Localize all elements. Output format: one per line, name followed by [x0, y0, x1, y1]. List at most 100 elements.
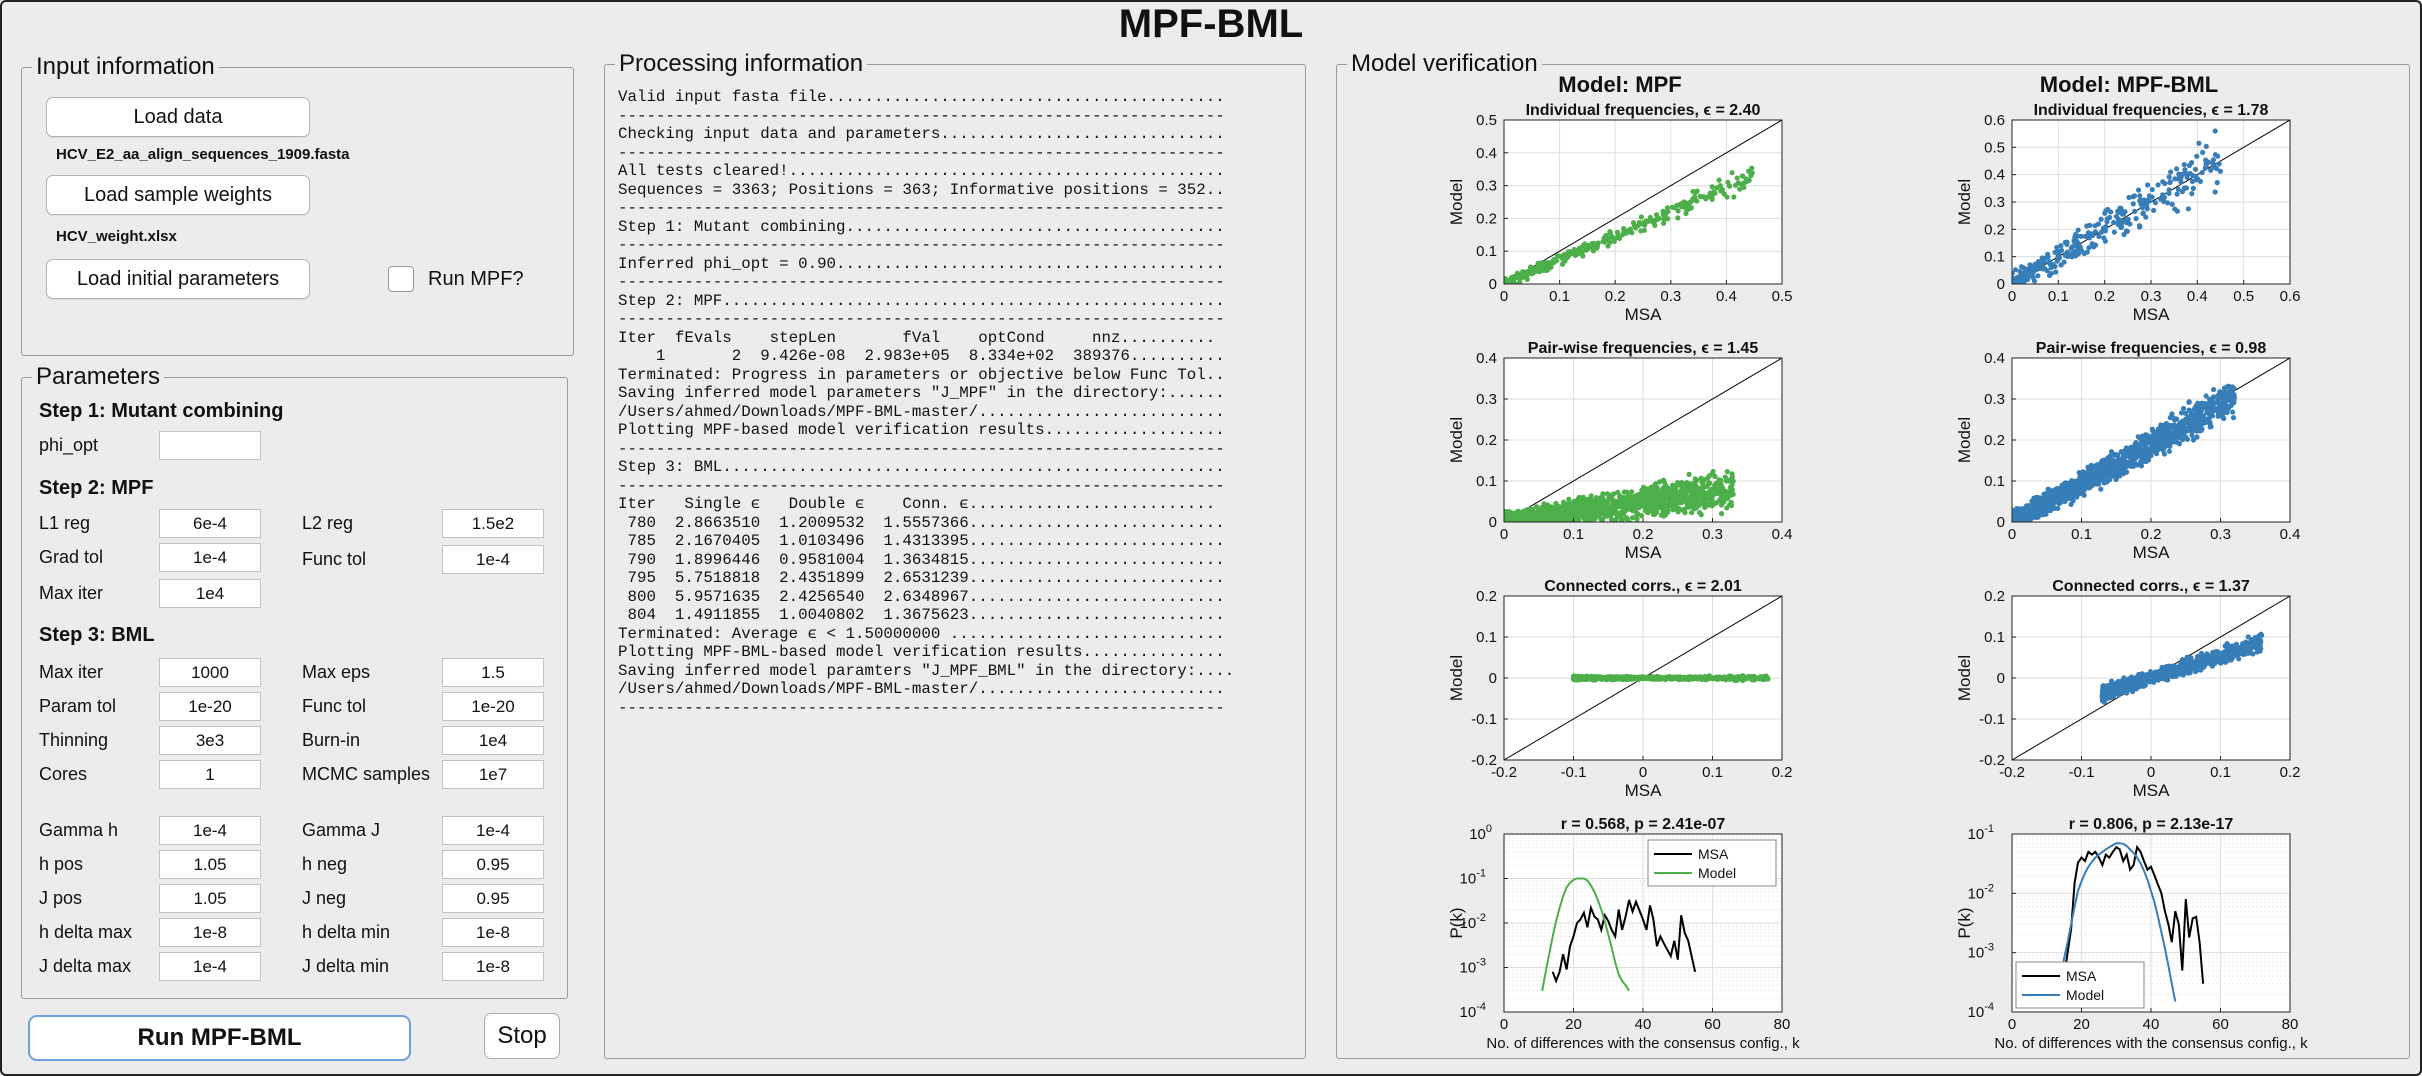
data-point — [1680, 676, 1687, 682]
data-point — [2174, 439, 2180, 445]
data-point — [1601, 498, 1607, 504]
data-point — [1663, 675, 1670, 681]
j-delta-max-field[interactable]: 1e-4 — [159, 952, 261, 981]
data-point — [2206, 411, 2212, 417]
x-tick-label: 0.2 — [1605, 288, 1626, 305]
y-tick-label: 0.1 — [1984, 249, 2005, 266]
h-delta-max-field[interactable]: 1e-8 — [159, 918, 261, 947]
data-point — [1624, 505, 1630, 511]
y-tick-label: 0.3 — [1984, 391, 2005, 408]
thinning-field[interactable]: 3e3 — [159, 726, 261, 755]
data-point — [2171, 415, 2177, 422]
cores-field[interactable]: 1 — [159, 760, 261, 789]
data-point — [2020, 523, 2025, 528]
max-iter-mpf-field[interactable]: 1e4 — [159, 579, 261, 608]
log-line: 790 1.8996446 0.9581004 1.3634815.......… — [618, 550, 1225, 569]
data-point — [1526, 526, 1531, 531]
max-eps-label: Max eps — [302, 662, 371, 682]
run-mpf-checkbox[interactable] — [388, 266, 414, 292]
data-point — [2167, 415, 2173, 421]
data-point — [1704, 496, 1711, 502]
func-tol-bml-field[interactable]: 1e-20 — [442, 692, 544, 721]
data-point — [1504, 509, 1508, 516]
phi-opt-field[interactable] — [159, 431, 261, 460]
data-point — [2144, 197, 2151, 203]
data-point — [2164, 200, 2171, 206]
log-line: Saving inferred model paramters "J_MPF_B… — [618, 661, 1235, 680]
stop-button[interactable]: Stop — [484, 1013, 560, 1059]
mcmc-samples-field[interactable]: 1e7 — [442, 760, 544, 789]
data-point — [2179, 189, 2186, 195]
j-pos-field[interactable]: 1.05 — [159, 884, 261, 913]
data-point — [1717, 497, 1723, 503]
data-point — [2134, 441, 2140, 447]
data-point — [2052, 493, 2058, 499]
data-point — [2023, 267, 2029, 273]
data-point — [1516, 522, 1521, 527]
data-point — [2173, 166, 2180, 172]
data-point — [1670, 482, 1676, 488]
data-point — [2154, 447, 2161, 453]
log-line: Iter Single ϵ Double ϵ Conn. ϵ..........… — [618, 495, 1216, 513]
log-line: Terminated: Progress in parameters or ob… — [618, 365, 1225, 384]
data-point — [1539, 505, 1545, 511]
data-point — [2174, 432, 2181, 438]
mcmc-samples-label: MCMC samples — [302, 764, 431, 784]
parameters-panel: Parameters Step 1: Mutant combining phi_… — [21, 363, 568, 999]
data-point — [2195, 411, 2201, 417]
gamma-h-field[interactable]: 1e-4 — [159, 816, 261, 845]
data-point — [2200, 149, 2206, 156]
data-point — [2012, 281, 2016, 284]
grad-tol-field[interactable]: 1e-4 — [159, 543, 261, 572]
data-point — [1508, 528, 1513, 533]
max-eps-field[interactable]: 1.5 — [442, 658, 544, 687]
h-neg-field[interactable]: 0.95 — [442, 850, 544, 879]
data-point — [1675, 208, 1681, 214]
data-point — [2087, 485, 2093, 491]
load-sample-weights-button[interactable]: Load sample weights — [46, 175, 310, 215]
h-delta-min-field[interactable]: 1e-8 — [442, 918, 544, 947]
data-point — [2160, 179, 2166, 185]
data-point — [2068, 487, 2074, 493]
gamma-j-field[interactable]: 1e-4 — [442, 816, 544, 845]
processing-panel: Processing information — [604, 50, 1306, 1059]
data-point — [1723, 478, 1729, 484]
data-point — [2131, 193, 2138, 199]
data-point — [2058, 498, 2064, 505]
data-point — [1506, 509, 1512, 515]
data-point — [2106, 459, 2113, 465]
data-point — [2210, 386, 2217, 393]
data-point — [2111, 219, 2117, 226]
data-point — [2224, 384, 2230, 390]
data-point — [1587, 495, 1593, 502]
j-neg-field[interactable]: 0.95 — [442, 884, 544, 913]
data-point — [2061, 259, 2067, 265]
max-iter-bml-field[interactable]: 1000 — [159, 658, 261, 687]
load-data-button[interactable]: Load data — [46, 97, 310, 137]
h-pos-field[interactable]: 1.05 — [159, 850, 261, 879]
data-point — [1746, 168, 1752, 174]
data-point — [2044, 268, 2050, 274]
load-initial-parameters-button[interactable]: Load initial parameters — [46, 259, 310, 299]
chart-title: Pair-wise frequencies, ϵ = 0.98 — [2036, 340, 2267, 357]
data-point — [1512, 526, 1517, 531]
data-point — [1574, 251, 1580, 258]
data-point — [1712, 473, 1718, 480]
run-mpf-bml-button[interactable]: Run MPF-BML — [28, 1015, 411, 1061]
data-point — [2174, 191, 2180, 197]
l2-reg-field[interactable]: 1.5e2 — [442, 509, 544, 538]
data-point — [2064, 239, 2070, 245]
log-line: 795 5.7518818 2.4351899 2.6531239.......… — [618, 569, 1225, 587]
data-point — [1680, 491, 1686, 497]
x-tick-label: 0.2 — [1772, 764, 1793, 781]
log-line: ----------------------------------------… — [618, 698, 1225, 717]
func-tol-field[interactable]: 1e-4 — [442, 545, 544, 574]
param-tol-field[interactable]: 1e-20 — [159, 692, 261, 721]
data-point — [2186, 423, 2192, 429]
burn-in-field[interactable]: 1e4 — [442, 726, 544, 755]
data-point — [2203, 393, 2209, 399]
j-delta-min-field[interactable]: 1e-8 — [442, 952, 544, 981]
data-point — [1524, 276, 1530, 283]
l1-reg-field[interactable]: 6e-4 — [159, 509, 261, 538]
data-point — [2121, 467, 2127, 473]
